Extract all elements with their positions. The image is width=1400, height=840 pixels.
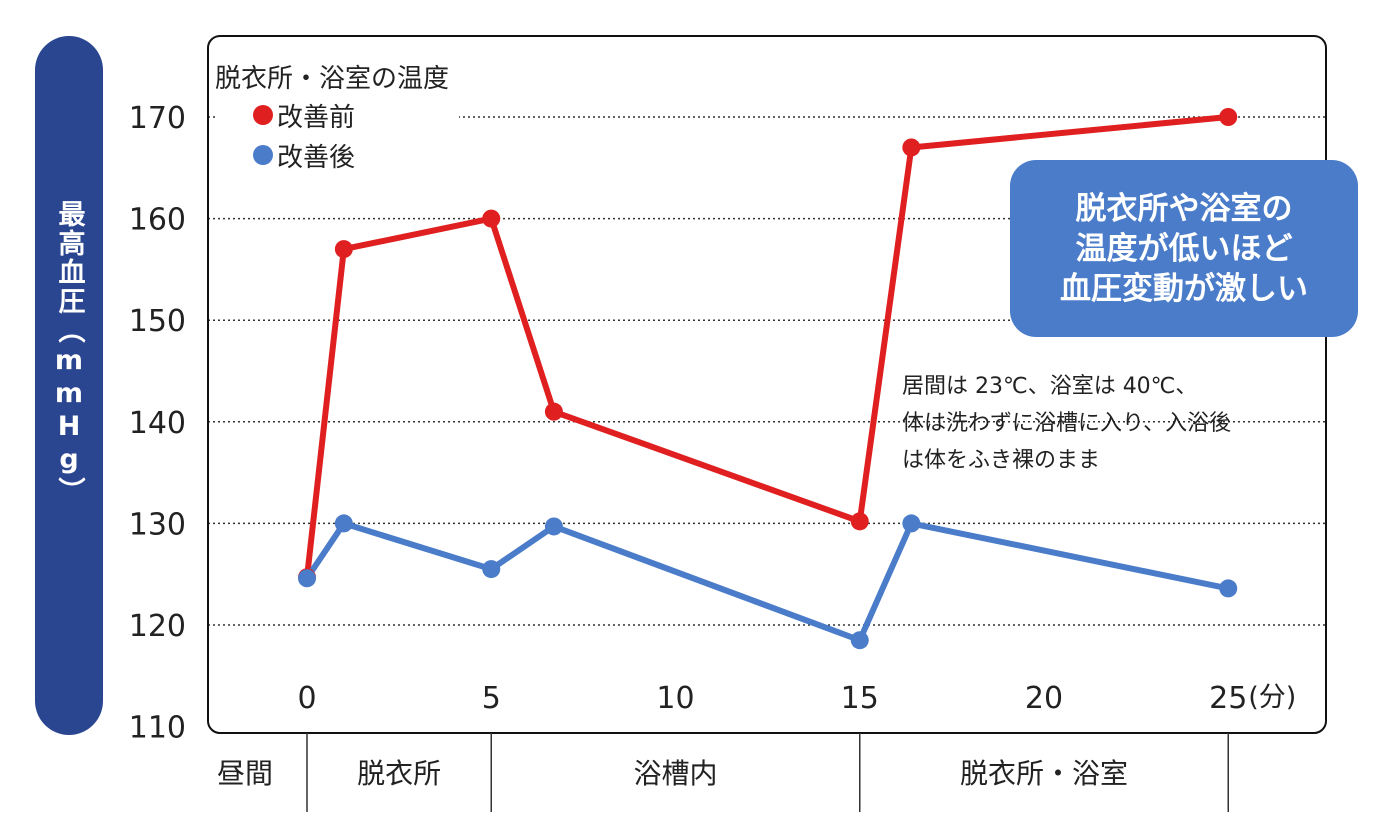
y-tick-label: 110 xyxy=(129,711,186,746)
legend-title: 脱衣所・浴室の温度 xyxy=(215,64,450,94)
data-point-before xyxy=(334,240,353,259)
phase-label: 脱衣所・浴室 xyxy=(960,757,1128,790)
y-tick-label: 150 xyxy=(129,304,186,339)
x-tick-label: 5 xyxy=(482,681,501,716)
phase-label: 浴槽内 xyxy=(633,757,717,790)
y-tick-label: 160 xyxy=(129,203,186,238)
callout-box: 脱衣所や浴室の 温度が低いほど 血圧変動が激しい xyxy=(1010,160,1358,337)
y-axis-label: 最高血圧（mmHg） xyxy=(53,200,85,506)
y-tick-label: 130 xyxy=(129,507,186,542)
callout-line: 血圧変動が激しい xyxy=(1060,270,1308,307)
data-point-before xyxy=(544,402,563,421)
plot-frame xyxy=(207,35,1327,734)
blue-dot-icon xyxy=(253,145,273,165)
y-tick-label: 170 xyxy=(129,101,186,136)
data-point-before xyxy=(482,209,501,228)
data-point-before xyxy=(850,512,869,531)
data-point-after xyxy=(298,569,316,588)
phase-label: 脱衣所 xyxy=(357,757,441,790)
x-tick-label: 0 xyxy=(297,681,316,716)
callout-line: 脱衣所や浴室の xyxy=(1075,190,1293,227)
condition-note: 居間は 23℃、浴室は 40℃、 体は洗わずに浴槽に入り、入浴後 は体をふき裸の… xyxy=(902,368,1231,479)
data-point-after xyxy=(482,560,501,579)
data-point-after xyxy=(902,514,921,533)
x-tick-label: 20 xyxy=(1025,681,1063,716)
note-line: 体は洗わずに浴槽に入り、入浴後 xyxy=(902,411,1232,436)
legend-item-before: 改善前 xyxy=(253,95,449,135)
x-tick-label: 25 xyxy=(1209,681,1247,716)
data-point-before xyxy=(902,138,921,157)
y-tick-label: 120 xyxy=(129,609,186,644)
note-line: は体をふき裸のまま xyxy=(902,448,1101,473)
data-point-after xyxy=(850,631,869,650)
note-line: 居間は 23℃、浴室は 40℃、 xyxy=(902,374,1198,399)
series-line-after xyxy=(304,520,1229,644)
data-point-after xyxy=(544,517,563,536)
x-unit-label: (分) xyxy=(1248,682,1296,713)
callout-line: 温度が低いほど xyxy=(1075,230,1293,267)
data-point-after xyxy=(334,514,353,533)
data-point-after xyxy=(1219,579,1238,598)
x-tick-label: 15 xyxy=(841,681,879,716)
y-tick-label: 140 xyxy=(129,406,186,441)
legend-label: 改善後 xyxy=(277,142,356,173)
x-tick-label: 10 xyxy=(656,681,694,716)
legend: 脱衣所・浴室の温度 改善前 改善後 xyxy=(215,58,460,181)
y-axis-label-background xyxy=(35,36,103,735)
phase-label: 昼間 xyxy=(217,757,273,790)
legend-label: 改善前 xyxy=(277,102,356,133)
red-dot-icon xyxy=(253,105,273,125)
legend-item-after: 改善後 xyxy=(253,135,449,175)
data-point-before xyxy=(1219,108,1238,126)
